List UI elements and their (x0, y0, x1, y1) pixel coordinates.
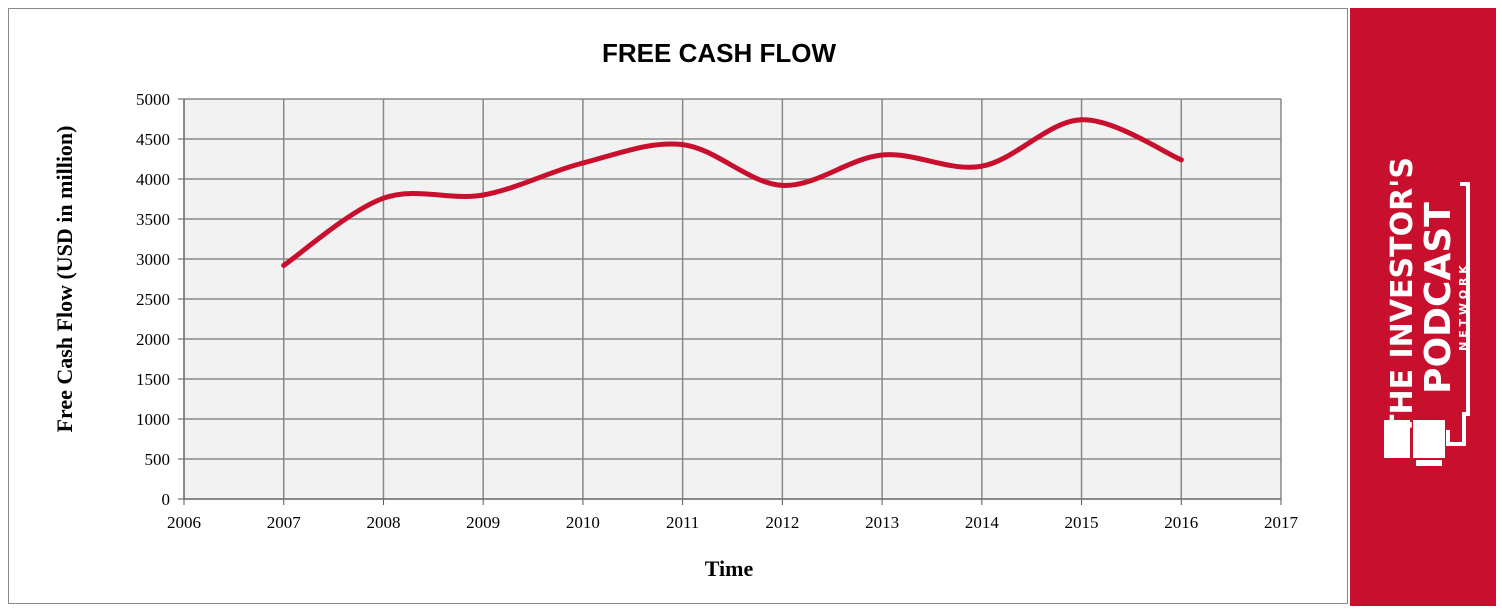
y-tick-label: 2000 (136, 330, 170, 349)
data-point (380, 195, 386, 201)
data-point (1178, 157, 1184, 163)
y-tick-label: 0 (162, 490, 171, 509)
y-tick-label: 4000 (136, 170, 170, 189)
x-tick-label: 2016 (1164, 513, 1198, 532)
brand-line-1: THE INVESTOR'S (1385, 157, 1420, 435)
x-tick-label: 2011 (666, 513, 699, 532)
data-point (1079, 117, 1085, 123)
x-axis-ticks: 2006 2007 2008 2009 2010 2011 2012 2013 2014 2015… (167, 513, 1299, 532)
data-point (879, 152, 885, 158)
y-tick-label: 500 (145, 450, 171, 469)
y-tick-label: 1500 (136, 370, 170, 389)
x-tick-label: 2014 (965, 513, 1000, 532)
axes (178, 98, 1282, 505)
y-tick-label: 3500 (136, 210, 170, 229)
y-axis-label: Free Cash Flow (USD in million) (52, 126, 77, 433)
data-point (680, 142, 686, 148)
series-line-0 (281, 117, 1184, 268)
brand-panel: THE INVESTOR'S PODCAST N E T W O R K (1350, 8, 1496, 606)
data-point (281, 262, 287, 268)
x-tick-label: 2009 (466, 513, 500, 532)
y-tick-label: 2500 (136, 290, 170, 309)
brand-line-2: PODCAST (1418, 202, 1459, 394)
podcast-microphone-icon (1384, 182, 1470, 466)
x-tick-label: 2007 (267, 513, 302, 532)
y-tick-label: 3000 (136, 250, 170, 269)
x-tick-label: 2010 (566, 513, 600, 532)
data-point (580, 160, 586, 166)
series-layer (281, 117, 1184, 268)
y-tick-label: 4500 (136, 130, 170, 149)
data-point (480, 192, 486, 198)
data-point (979, 163, 985, 169)
data-point (779, 182, 785, 188)
grid-lines (183, 98, 1282, 500)
x-tick-label: 2013 (865, 513, 899, 532)
x-tick-label: 2015 (1065, 513, 1099, 532)
x-axis-label: Time (705, 556, 754, 581)
y-tick-label: 5000 (136, 90, 170, 109)
y-tick-label: 1000 (136, 410, 170, 429)
x-tick-label: 2006 (167, 513, 201, 532)
chart-title: FREE CASH FLOW (602, 38, 836, 68)
x-tick-label: 2008 (366, 513, 400, 532)
x-tick-label: 2012 (765, 513, 799, 532)
y-axis-ticks: 0 500 1000 1500 2000 2500 3000 3500 4000 4500 5000 (136, 90, 170, 509)
x-tick-label: 2017 (1264, 513, 1299, 532)
